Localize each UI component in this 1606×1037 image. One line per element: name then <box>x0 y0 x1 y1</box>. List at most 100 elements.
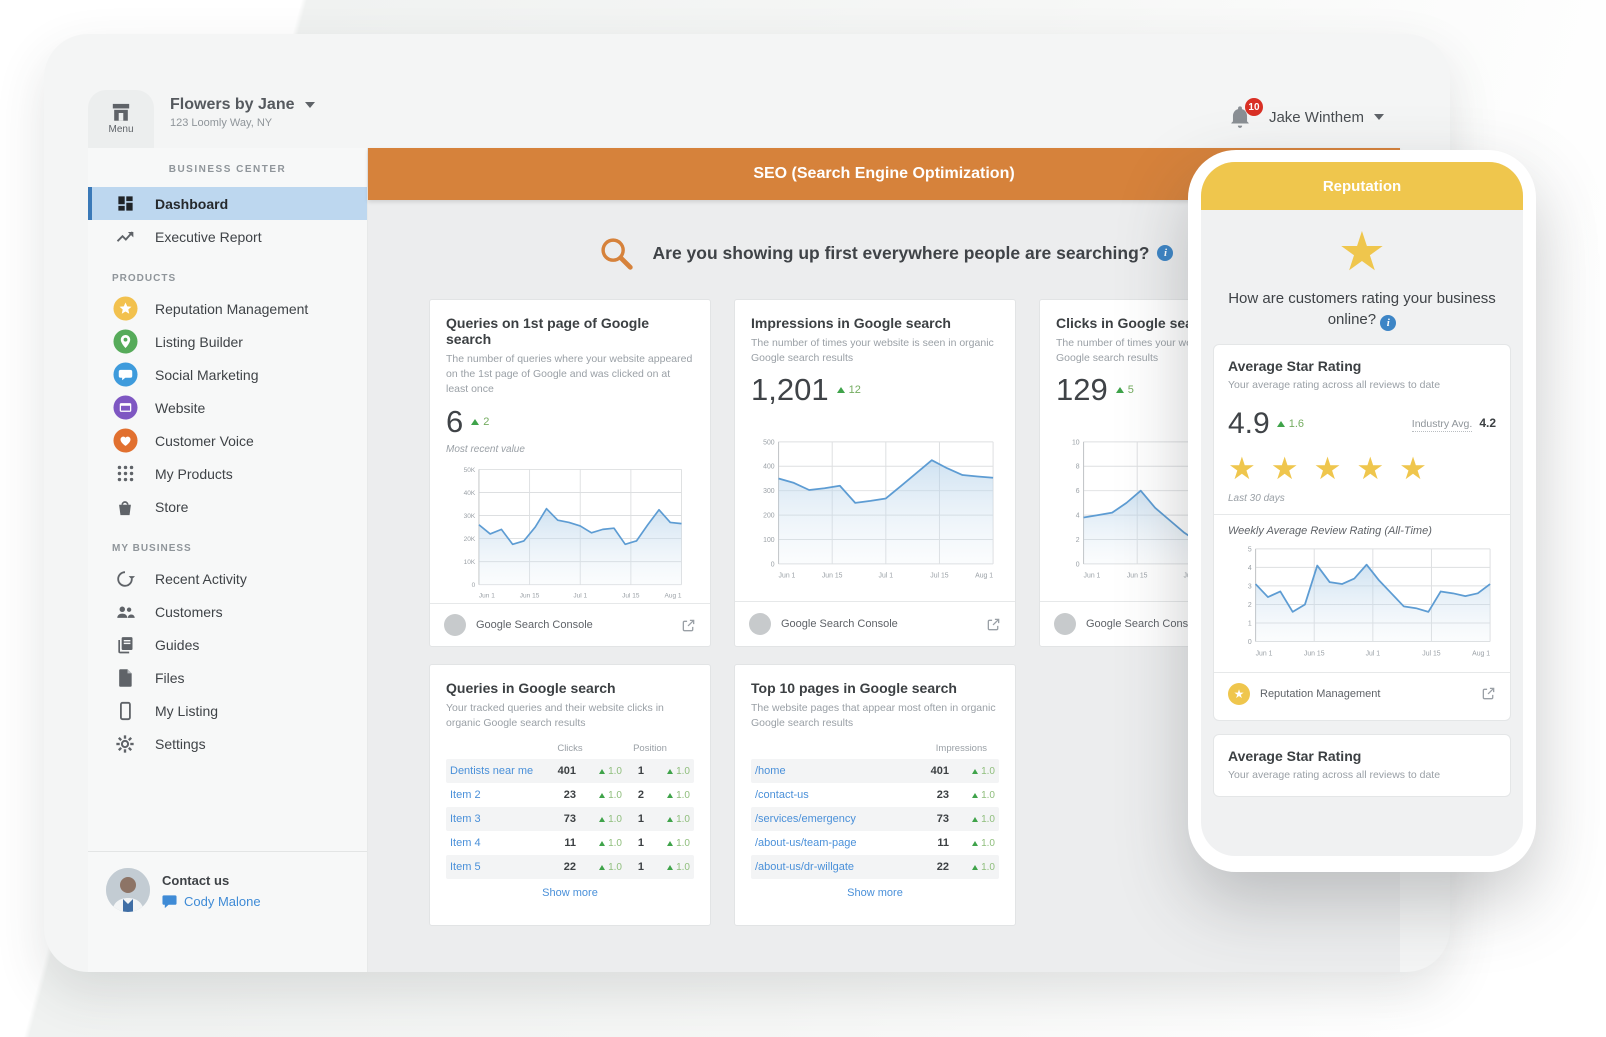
arrow-up-icon <box>1115 387 1124 394</box>
rating-delta: 1.6 <box>1276 418 1304 430</box>
stat-delta: 2 <box>471 416 489 428</box>
sidebar-item-customer-voice[interactable]: Customer Voice <box>88 424 367 457</box>
sidebar-item-executive-report[interactable]: Executive Report <box>88 220 367 253</box>
phone-screen: Reputation ★ How are customers rating yo… <box>1201 162 1523 856</box>
query-link[interactable]: Item 5 <box>450 861 481 874</box>
svg-text:0: 0 <box>771 562 775 569</box>
refresh-icon <box>112 569 138 589</box>
arrow-up-icon <box>972 768 979 774</box>
sidebar-item-customers[interactable]: Customers <box>88 595 367 628</box>
phone-app-title: Reputation <box>1322 177 1402 195</box>
table-row: /contact-us 23 1.0 <box>755 789 995 802</box>
sidebar-item-listing-builder[interactable]: Listing Builder <box>88 325 367 358</box>
sidebar-item-my-listing[interactable]: My Listing <box>88 694 367 727</box>
info-icon[interactable]: i <box>1157 245 1174 261</box>
svg-text:Jul 15: Jul 15 <box>930 573 949 580</box>
sidebar-item-label: Store <box>155 498 189 515</box>
query-link[interactable]: Dentists near me <box>450 765 534 778</box>
people-icon <box>112 602 138 622</box>
sidebar-item-files[interactable]: Files <box>88 661 367 694</box>
menu-button[interactable]: Menu <box>88 90 154 148</box>
stat-card-impressions: Impressions in Google search The number … <box>734 299 1016 647</box>
svg-text:3: 3 <box>1248 584 1252 591</box>
business-selector[interactable]: Flowers by Jane 123 Loomly Way, NY <box>170 96 315 129</box>
google-search-console-logo <box>749 613 771 635</box>
industry-average-label[interactable]: Industry Avg. <box>1411 418 1473 433</box>
table-row: /about-us/dr-willgate 22 1.0 <box>751 855 999 880</box>
svg-text:Jun 1: Jun 1 <box>479 593 495 600</box>
arrow-up-icon <box>972 864 979 870</box>
stat-delta: 5 <box>1115 384 1134 396</box>
arrow-up-icon <box>972 816 979 822</box>
queries-table-card: Queries in Google search Your tracked qu… <box>429 664 711 926</box>
google-search-console-logo <box>444 614 466 637</box>
query-link[interactable]: Item 2 <box>450 789 481 802</box>
svg-text:Aug 1: Aug 1 <box>665 593 682 600</box>
svg-text:Jun 1: Jun 1 <box>779 573 796 580</box>
sidebar-item-dashboard[interactable]: Dashboard <box>88 187 367 220</box>
svg-text:4: 4 <box>1248 565 1252 572</box>
phone-app-header: Reputation <box>1201 162 1523 210</box>
arrow-up-icon <box>471 418 480 425</box>
sidebar-item-recent-activity[interactable]: Recent Activity <box>88 562 367 595</box>
svg-text:8: 8 <box>1076 464 1080 471</box>
contact-agent-link[interactable]: Cody Malone <box>162 894 261 909</box>
table-body: Dentists near me 401 1.0 1 1.0 Item 2 23… <box>446 759 694 880</box>
sidebar-item-store[interactable]: Store <box>88 490 367 523</box>
sidebar-item-settings[interactable]: Settings <box>88 727 367 760</box>
search-icon <box>600 238 633 270</box>
sidebar-item-label: Customers <box>155 603 223 620</box>
card-title: Average Star Rating <box>1228 358 1362 375</box>
arrow-up-icon <box>599 840 606 846</box>
sidebar-item-reputation-management[interactable]: Reputation Management <box>88 292 367 325</box>
rating-period: Last 30 days <box>1228 493 1285 505</box>
svg-text:Jul 1: Jul 1 <box>879 573 894 580</box>
card-title: Queries in Google search <box>446 680 616 696</box>
arrow-up-icon <box>667 840 674 846</box>
sidebar-item-label: Files <box>155 669 185 686</box>
info-icon[interactable]: i <box>1380 315 1397 332</box>
sidebar-item-label: Reputation Management <box>155 300 309 317</box>
sidebar-item-guides[interactable]: Guides <box>88 628 367 661</box>
external-link-icon[interactable] <box>1481 686 1496 701</box>
page-link[interactable]: /about-us/team-page <box>755 837 857 850</box>
heart-icon <box>112 428 138 453</box>
google-search-console-logo <box>1054 613 1076 635</box>
show-more-link[interactable]: Show more <box>847 887 903 900</box>
page-link[interactable]: /about-us/dr-willgate <box>755 861 855 874</box>
external-link-icon[interactable] <box>986 617 1001 632</box>
svg-text:Jun 15: Jun 15 <box>822 573 843 580</box>
sidebar-item-my-products[interactable]: My Products <box>88 457 367 490</box>
sidebar-item-label: My Listing <box>155 702 219 719</box>
chevron-down-icon <box>1374 114 1384 120</box>
stat-value: 6 <box>446 403 464 439</box>
sidebar-item-label: Executive Report <box>155 228 262 245</box>
user-menu[interactable]: Jake Winthem <box>1269 109 1384 126</box>
external-link-icon[interactable] <box>681 618 696 633</box>
card-subtitle: Your average rating across all reviews t… <box>1228 768 1441 781</box>
notifications-button[interactable]: 10 <box>1227 98 1263 130</box>
svg-text:Jun 15: Jun 15 <box>520 593 540 600</box>
sidebar-item-website[interactable]: Website <box>88 391 367 424</box>
svg-text:50K: 50K <box>464 467 476 474</box>
table-header: Impressions <box>935 743 987 755</box>
stat-note: Most recent value <box>446 443 525 455</box>
sidebar-item-label: Customer Voice <box>155 432 254 449</box>
query-link[interactable]: Item 3 <box>450 813 481 826</box>
svg-text:Jul 1: Jul 1 <box>573 593 587 600</box>
impressions-chart: 500 400 300 200 100 0 Jun 1 Jun 15 Jul 1 Jul 15 Au… <box>763 440 994 580</box>
page-link[interactable]: /contact-us <box>755 789 809 802</box>
chat-bubble-icon <box>112 362 138 387</box>
card-title: Average Star Rating <box>1228 747 1362 764</box>
average-star-rating-card: Average Star Rating Your average rating … <box>1213 344 1511 721</box>
sidebar-item-social-marketing[interactable]: Social Marketing <box>88 358 367 391</box>
page-link[interactable]: /home <box>755 765 786 778</box>
divider <box>1214 514 1510 516</box>
page-link[interactable]: /services/emergency <box>755 813 856 826</box>
show-more-link[interactable]: Show more <box>542 887 598 900</box>
query-link[interactable]: Item 4 <box>450 837 481 850</box>
arrow-up-icon <box>972 792 979 798</box>
svg-text:5: 5 <box>1248 547 1252 554</box>
svg-text:200: 200 <box>763 513 775 520</box>
question-text: Are you showing up first everywhere peop… <box>652 242 1150 263</box>
